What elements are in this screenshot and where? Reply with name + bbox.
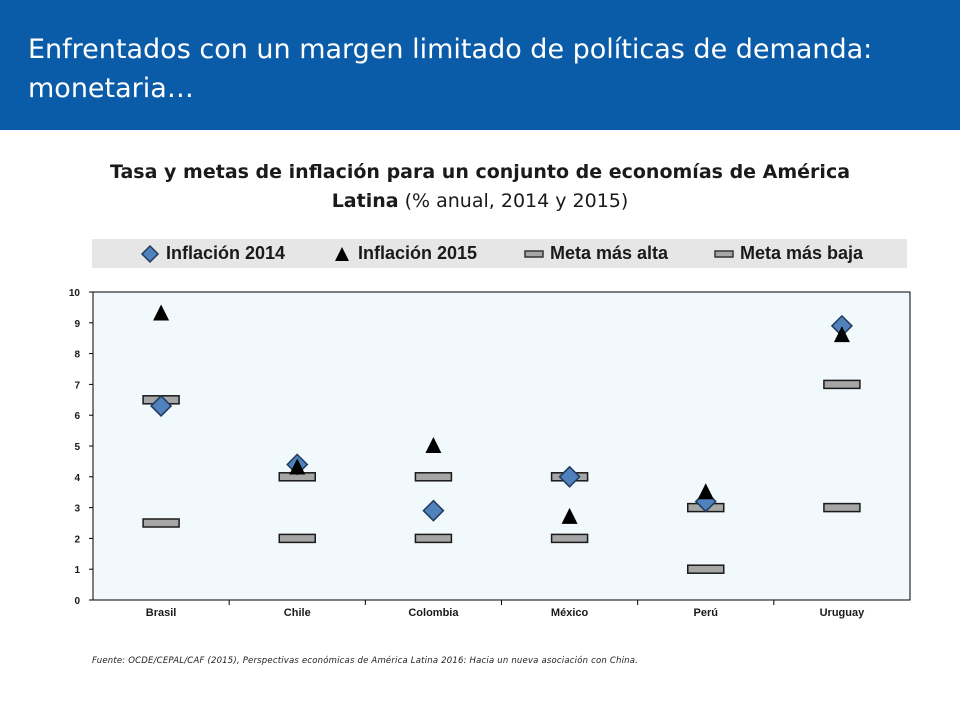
dash-marker-icon <box>524 249 544 258</box>
y-tick-label: 1 <box>74 565 80 576</box>
x-tick-label: México <box>551 607 589 619</box>
target-dash-marker <box>823 379 861 390</box>
chart-title-main: Tasa y metas de inflación para un conjun… <box>109 161 851 212</box>
y-tick-label: 9 <box>74 319 80 330</box>
inflation-2015-marker <box>425 437 442 453</box>
inflation-2015-marker <box>153 304 170 321</box>
header-band <box>0 0 960 130</box>
inflation-2015-marker <box>833 326 850 343</box>
x-tick-label: Chile <box>284 607 311 619</box>
chart-title-units: (% anual, 2014 y 2015) <box>398 190 629 212</box>
legend-label: Inflación 2015 <box>358 243 478 263</box>
y-tick-label: 6 <box>74 411 80 422</box>
slide-title: Enfrentados con un margen limitado de po… <box>28 34 873 104</box>
inflation-2014-marker <box>558 465 581 488</box>
y-tick-label: 2 <box>74 534 80 545</box>
target-dash-marker <box>142 518 180 528</box>
y-tick-label: 7 <box>74 380 80 391</box>
legend-label: Meta más alta <box>550 243 669 263</box>
y-tick-label: 8 <box>74 350 80 361</box>
target-dash-marker <box>687 564 725 574</box>
dash-marker-icon <box>714 249 734 258</box>
inflation-2014-marker <box>422 499 445 522</box>
plot-area <box>92 291 911 601</box>
legend-item-inflacion-2015: Inflación 2015 <box>332 239 477 268</box>
target-dash-marker <box>414 533 453 544</box>
legend-label: Meta más baja <box>740 243 864 263</box>
x-tick-label: Uruguay <box>820 607 866 619</box>
target-dash-marker <box>414 472 453 482</box>
target-dash-marker <box>823 502 861 513</box>
y-tick-label: 10 <box>69 288 81 299</box>
legend-label: Inflación 2014 <box>166 243 286 263</box>
source-note: Fuente: OCDE/CEPAL/CAF (2015), Perspecti… <box>92 656 639 666</box>
target-dash-marker <box>278 533 316 544</box>
diamond-marker-icon <box>140 244 160 263</box>
y-tick-label: 3 <box>74 504 80 515</box>
target-dash-marker <box>550 533 589 544</box>
x-tick-label: Colombia <box>408 607 459 619</box>
inflation-2014-marker <box>150 394 173 418</box>
y-tick-label: 5 <box>74 442 80 453</box>
x-tick-label: Brasil <box>146 607 177 619</box>
inflation-2015-marker <box>697 483 714 500</box>
triangle-marker-icon <box>335 246 349 261</box>
y-tick-label: 4 <box>74 473 80 484</box>
legend-item-inflacion-2014: Inflación 2014 <box>140 239 285 268</box>
x-tick-label: Perú <box>694 607 718 619</box>
chart-legend: Inflación 2014 Inflación 2015 Meta más a… <box>92 239 907 268</box>
legend-item-meta-mas-alta: Meta más alta <box>524 239 668 268</box>
chart-title: Tasa y metas de inflación para un conjun… <box>100 158 860 216</box>
inflation-2015-marker <box>561 507 578 524</box>
inflation-2015-marker <box>289 458 306 475</box>
y-tick-label: 0 <box>74 596 80 607</box>
legend-item-meta-mas-baja: Meta más baja <box>714 239 863 268</box>
